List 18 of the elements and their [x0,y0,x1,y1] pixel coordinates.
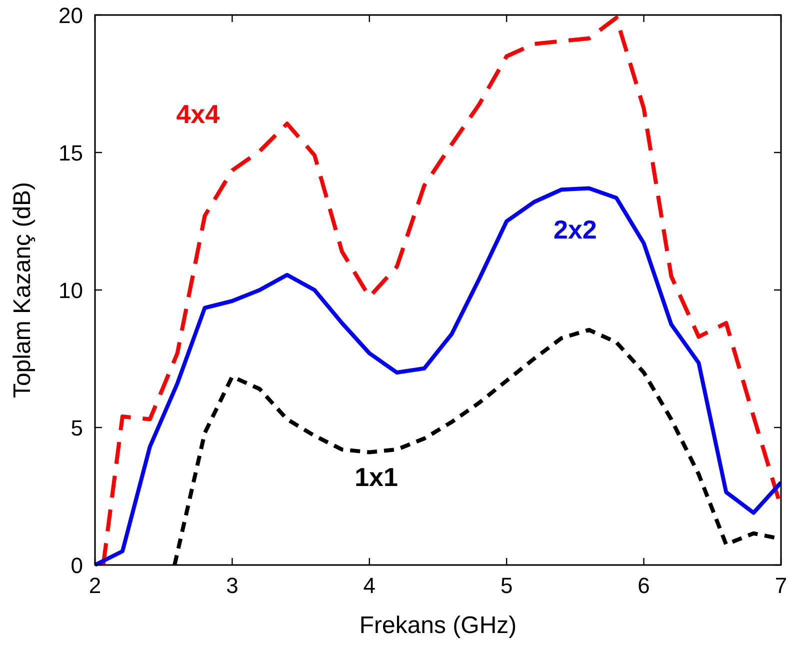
x-tick-label: 7 [774,573,788,598]
line-series [95,186,781,567]
y-tick-label: 10 [58,278,83,303]
x-tick-label: 5 [500,573,513,598]
y-axis-title: Toplam Kazanç (dB) [9,182,36,398]
series-label: 1x1 [354,462,398,492]
x-tick-label: 2 [88,573,102,598]
x-axis-title: Frekans (GHz) [359,612,517,639]
x-tick-label: 4 [363,573,376,598]
y-tick-label: 15 [58,140,83,166]
series-label: 4x4 [176,99,220,129]
y-tick-label: 20 [58,3,83,28]
x-tick-label: 6 [638,573,650,598]
x-tick-label: 3 [226,573,238,598]
y-tick-label: 0 [70,553,83,578]
line-series [101,16,781,567]
y-tick-label: 5 [70,416,83,440]
series-label: 2x2 [554,214,597,244]
